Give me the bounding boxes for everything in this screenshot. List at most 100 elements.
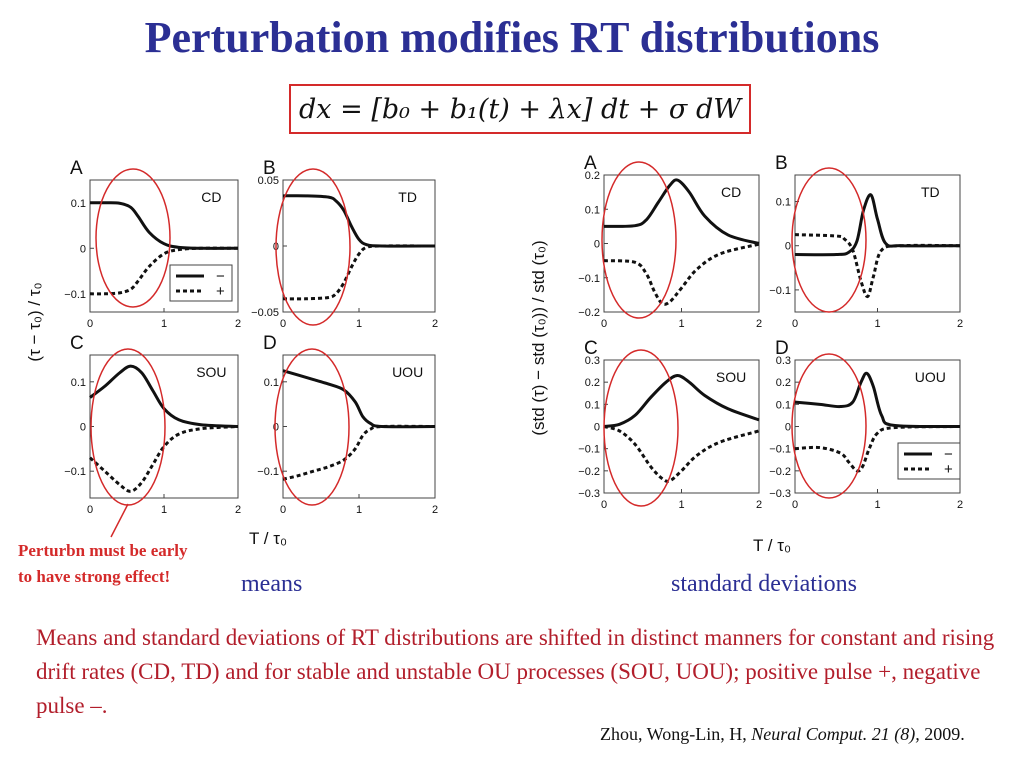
x-tick-label: 0 [280, 504, 286, 516]
y-tick-label: 0 [80, 422, 86, 434]
panel-letter: D [775, 338, 789, 359]
legend-box [169, 264, 233, 302]
legend-stds: −+ [897, 442, 961, 480]
series-line-negative-pulse [794, 371, 961, 429]
y-tick-label: −0.1 [64, 289, 86, 301]
x-tick-label: 0 [601, 499, 607, 511]
panel-label: CD [721, 184, 741, 200]
y-tick-label: −0.1 [769, 444, 791, 456]
x-tick-label: 2 [756, 318, 762, 330]
x-tick-label: 2 [235, 504, 241, 516]
y-tick-label: 0 [273, 422, 279, 434]
legend-label-positive: + [944, 461, 953, 478]
equation: dx = [b₀ + b₁(t) + λx] dt + σ dW [299, 93, 741, 125]
x-tick-label: 2 [235, 318, 241, 330]
x-tick-label: 1 [678, 318, 684, 330]
y-tick-label: 0.3 [585, 355, 600, 367]
y-tick-label: 0 [785, 241, 791, 253]
panel-standard-deviations-A: 0 1 2 0.2 0.1 0 −0.1 −0.2 A CD [578, 153, 762, 330]
y-tick-label: −0.1 [64, 466, 86, 478]
y-tick-label: −0.2 [769, 466, 791, 478]
citation-journal: Neural Comput. 21 (8), [751, 724, 920, 744]
early-window-ellipse [90, 348, 166, 506]
annotation-line-2: to have strong effect! [18, 567, 171, 586]
panel-label: UOU [915, 369, 946, 385]
series-line-positive-pulse [794, 425, 961, 473]
citation-authors: Zhou, Wong-Lin, H, [600, 724, 752, 744]
panel-standard-deviations-C: 0 1 2 0.3 0.2 0.1 0 −0.1 −0.2 −0.3 C SOU [578, 338, 762, 511]
x-tick-label: 2 [432, 318, 438, 330]
y-tick-label: 0 [594, 239, 600, 251]
legend-label-negative: − [216, 268, 225, 285]
y-tick-label: 0.1 [585, 399, 600, 411]
x-tick-label: 1 [874, 318, 880, 330]
y-tick-label: −0.1 [578, 444, 600, 456]
y-tick-label: 0.1 [71, 377, 86, 389]
series-line-positive-pulse [794, 233, 961, 299]
legend-label-negative: − [944, 446, 953, 463]
x-tick-label: 0 [792, 318, 798, 330]
panel-letter: A [70, 158, 83, 179]
panel-letter: A [584, 153, 597, 174]
y-tick-label: −0.1 [257, 466, 279, 478]
stds-ylabel: (std (τ) − std (τ₀)) / std (τ₀) [529, 240, 548, 435]
series-line-negative-pulse [603, 178, 760, 245]
x-tick-label: 1 [356, 504, 362, 516]
citation: Zhou, Wong-Lin, H, Neural Comput. 21 (8)… [600, 724, 965, 745]
series-line-positive-pulse [282, 424, 436, 481]
legend-box [897, 442, 961, 480]
panel-letter: C [584, 338, 598, 359]
series-line-positive-pulse [89, 246, 239, 296]
panel-standard-deviations-B: 0 1 2 0.1 0 −0.1 B TD [769, 153, 963, 330]
panel-label: SOU [716, 369, 746, 385]
y-tick-label: −0.3 [769, 488, 791, 500]
x-tick-label: 1 [161, 504, 167, 516]
series-line-negative-pulse [603, 374, 760, 428]
legend-means: −+ [169, 264, 233, 302]
y-tick-label: 0.1 [71, 198, 86, 210]
panel-letter: B [263, 158, 276, 179]
y-tick-label: 0.1 [776, 197, 791, 209]
annotation-pointer [110, 503, 129, 538]
x-tick-label: 0 [87, 504, 93, 516]
x-tick-label: 2 [957, 499, 963, 511]
y-tick-label: −0.3 [578, 488, 600, 500]
panel-means-A: 0 1 2 0.1 0 −0.1 A CD [64, 158, 241, 330]
series-line-positive-pulse [88, 425, 239, 493]
x-tick-label: 1 [161, 318, 167, 330]
label-stds: standard deviations [671, 571, 857, 597]
x-tick-label: 2 [432, 504, 438, 516]
x-tick-label: 1 [678, 499, 684, 511]
means-xlabel: T / τ₀ [249, 529, 287, 548]
y-tick-label: 0.1 [776, 399, 791, 411]
y-tick-label: 0 [594, 422, 600, 434]
x-tick-label: 0 [87, 318, 93, 330]
panel-label: CD [201, 189, 221, 205]
y-tick-label: −0.05 [251, 307, 279, 319]
annotation-line-1: Perturbn must be early [18, 541, 188, 560]
series-line-positive-pulse [603, 242, 760, 306]
y-tick-label: 0.1 [264, 377, 279, 389]
x-tick-label: 0 [601, 318, 607, 330]
series-line-positive-pulse [282, 244, 436, 301]
y-tick-label: 0.3 [776, 355, 791, 367]
y-tick-label: 0.05 [258, 175, 279, 187]
caption-tail: positive pulse +, negative pulse –. [36, 659, 981, 718]
panel-standard-deviations-D: 0 1 2 0.3 0.2 0.1 0 −0.1 −0.2 −0.3 D UOU [769, 338, 963, 511]
y-tick-label: 0 [785, 422, 791, 434]
series-line-negative-pulse [282, 369, 436, 429]
panel-label: TD [921, 184, 940, 200]
x-tick-label: 1 [356, 318, 362, 330]
early-window-ellipse [603, 349, 679, 507]
panel-means-C: 0 1 2 0.1 0 −0.1 C SOU [64, 333, 241, 516]
y-tick-label: 0.2 [776, 377, 791, 389]
series-line-positive-pulse [603, 425, 760, 483]
y-tick-label: −0.2 [578, 466, 600, 478]
early-window-ellipse [791, 167, 867, 313]
y-tick-label: −0.1 [578, 273, 600, 285]
x-tick-label: 2 [756, 499, 762, 511]
early-window-ellipse [601, 161, 677, 319]
annotation: Perturbn must be early to have strong ef… [18, 538, 248, 590]
